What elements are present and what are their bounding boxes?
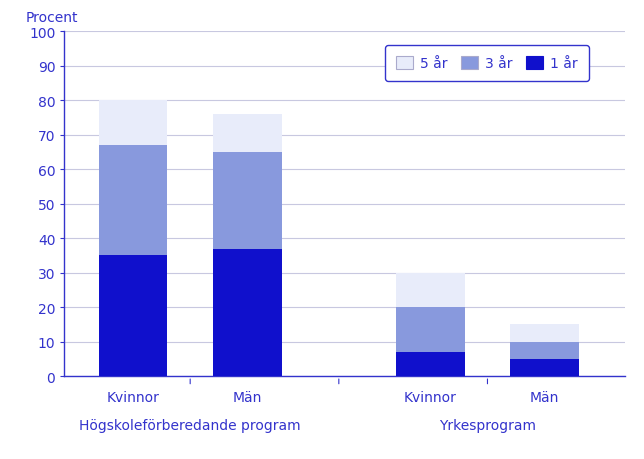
Text: Procent: Procent	[25, 11, 78, 25]
Bar	[213, 115, 281, 152]
Bar	[396, 308, 464, 353]
Bar	[510, 342, 579, 359]
Bar	[99, 146, 167, 256]
Text: Högskoleförberedande program: Högskoleförberedande program	[79, 418, 301, 431]
Bar	[510, 359, 579, 376]
Text: Yrkesprogram: Yrkesprogram	[439, 418, 536, 431]
Bar	[396, 273, 464, 308]
Bar	[396, 353, 464, 376]
Text: Män: Män	[530, 390, 560, 404]
Bar	[213, 152, 281, 249]
Text: Män: Män	[232, 390, 262, 404]
Bar	[510, 325, 579, 342]
Text: Kvinnor: Kvinnor	[404, 390, 457, 404]
Bar	[213, 249, 281, 376]
Bar	[99, 256, 167, 376]
Legend: 5 år, 3 år, 1 år: 5 år, 3 år, 1 år	[385, 46, 589, 82]
Bar	[99, 101, 167, 146]
Text: Kvinnor: Kvinnor	[106, 390, 160, 404]
